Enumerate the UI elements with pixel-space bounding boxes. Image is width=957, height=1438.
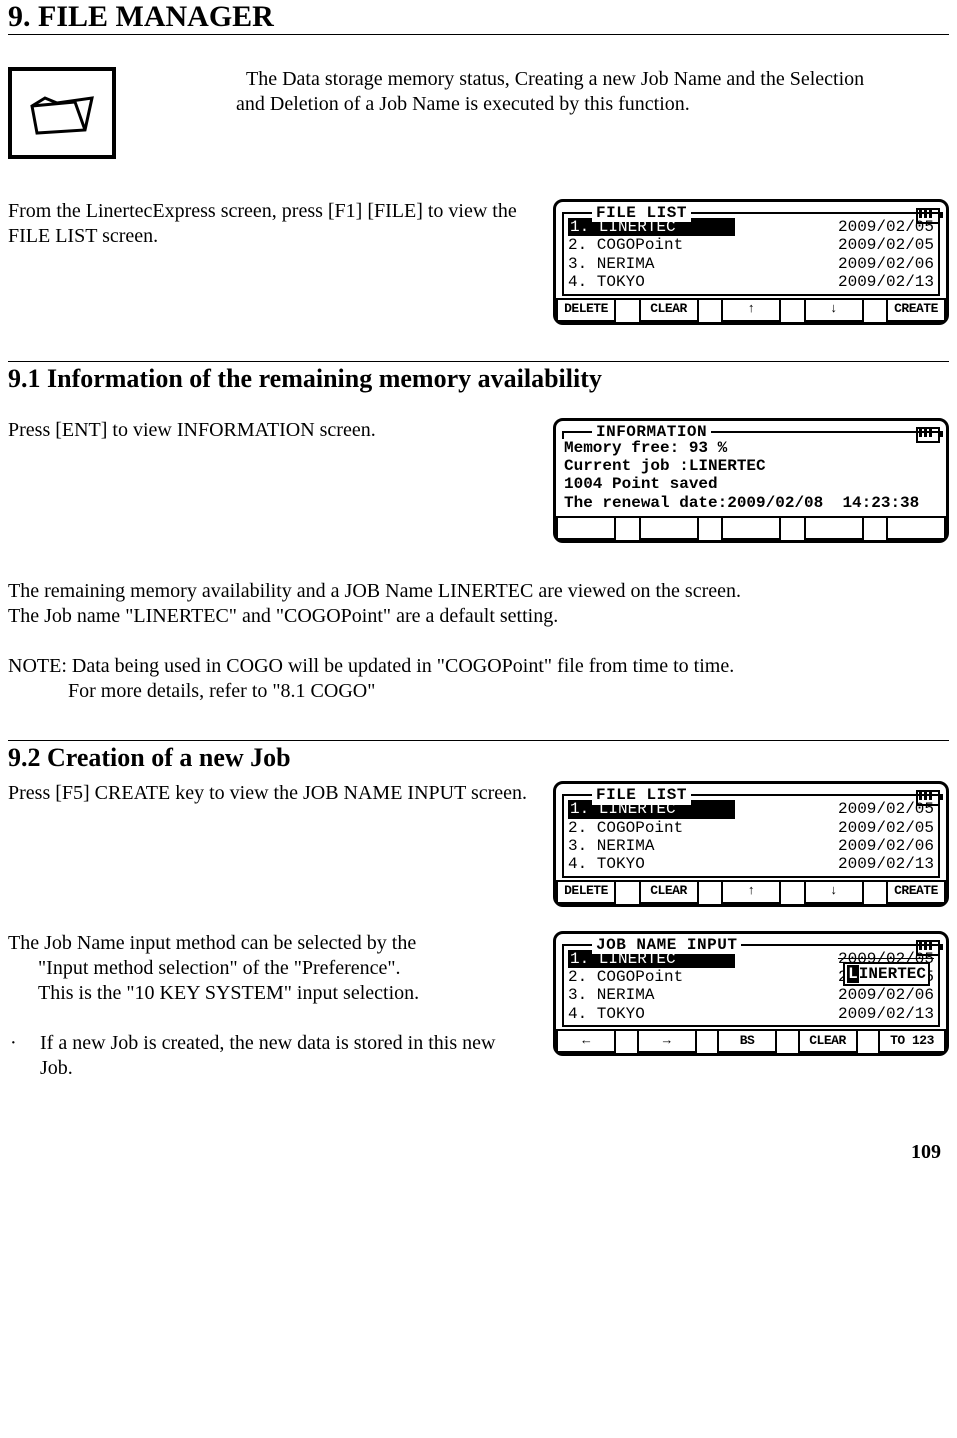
- para-input-method: The Job Name input method can be selecte…: [8, 931, 533, 1081]
- input-cursor-char: L: [847, 965, 859, 983]
- file-date: 2009/02/13: [838, 273, 934, 291]
- file-date: 2009/02/06: [838, 986, 934, 1004]
- lcd-file-list-2: FILE LIST 1. LINERTEC 2009/02/05 2. COGO…: [553, 781, 949, 907]
- softkey-blank[interactable]: [886, 518, 946, 540]
- file-date: 2009/02/06: [838, 255, 934, 273]
- left-button[interactable]: ←: [556, 1031, 616, 1053]
- text-line: The Job Name input method can be selecte…: [8, 931, 533, 956]
- clear-button[interactable]: CLEAR: [639, 300, 699, 322]
- file-name: 3. NERIMA: [568, 986, 654, 1004]
- softkey-row: DELETE CLEAR ↑ ↓ CREATE: [556, 880, 946, 904]
- intro-line-2: and Deletion of a Job Name is executed b…: [236, 92, 949, 117]
- intro-row: The Data storage memory status, Creating…: [8, 67, 949, 159]
- file-name: 3. NERIMA: [568, 837, 654, 855]
- to123-button[interactable]: TO 123: [878, 1031, 946, 1053]
- jobname-input[interactable]: LINERTEC: [843, 962, 930, 986]
- file-date: 2009/02/05: [838, 819, 934, 837]
- page-title: 9. FILE MANAGER: [8, 0, 949, 35]
- file-date: 2009/02/05: [838, 236, 934, 254]
- input-rest: INERTEC: [859, 965, 926, 983]
- up-button[interactable]: ↑: [721, 300, 781, 322]
- file-date: 2009/02/13: [838, 855, 934, 873]
- info-line: Current job :LINERTEC: [562, 457, 940, 475]
- create-button[interactable]: CREATE: [886, 300, 946, 322]
- para-information: Press [ENT] to view INFORMATION screen.: [8, 418, 533, 443]
- block-create-1: Press [F5] CREATE key to view the JOB NA…: [8, 781, 949, 907]
- lcd-job-name-input: JOB NAME INPUT 1. LINERTEC 2009/02/05 2.…: [553, 931, 949, 1057]
- info-line: Memory free: 93 %: [562, 439, 940, 457]
- bullet-item: · If a new Job is created, the new data …: [8, 1031, 533, 1081]
- file-name: 2. COGOPoint: [568, 819, 683, 837]
- text-line: "Input method selection" of the "Prefere…: [8, 956, 533, 981]
- down-button[interactable]: ↓: [804, 882, 864, 904]
- list-item[interactable]: 3. NERIMA 2009/02/06: [568, 837, 934, 855]
- file-name: 2. COGOPoint: [568, 236, 683, 254]
- lcd-title: FILE LIST: [592, 204, 691, 222]
- right-button[interactable]: →: [637, 1031, 697, 1053]
- bullet-text: If a new Job is created, the new data is…: [40, 1031, 533, 1081]
- file-date: 2009/02/05: [838, 800, 934, 818]
- list-item[interactable]: 3. NERIMA 2009/02/06: [568, 255, 934, 273]
- note-line: NOTE: Data being used in COGO will be up…: [8, 654, 949, 679]
- info-line: 1004 Point saved: [562, 475, 940, 493]
- softkey-blank[interactable]: [556, 518, 616, 540]
- file-name: 4. TOKYO: [568, 1005, 645, 1023]
- note-line: For more details, refer to "8.1 COGO": [8, 679, 949, 704]
- block-information: Press [ENT] to view INFORMATION screen. …: [8, 418, 949, 544]
- lcd-title: FILE LIST: [592, 786, 691, 804]
- softkey-row: [556, 516, 946, 540]
- lcd-file-list-1: FILE LIST 1. LINERTEC 2009/02/05 2. COGO…: [553, 199, 949, 325]
- text-line: The Job name "LINERTEC" and "COGOPoint" …: [8, 604, 949, 629]
- softkey-blank[interactable]: [721, 518, 781, 540]
- page-number: 109: [8, 1141, 949, 1164]
- file-name: 4. TOKYO: [568, 273, 645, 291]
- lcd-information: INFORMATION Memory free: 93 % Current jo…: [553, 418, 949, 544]
- folder-icon: [8, 67, 116, 159]
- list-item[interactable]: 4. TOKYO 2009/02/13: [568, 273, 934, 291]
- bullet-dot-icon: ·: [8, 1031, 40, 1081]
- up-button[interactable]: ↑: [721, 882, 781, 904]
- softkey-blank[interactable]: [804, 518, 864, 540]
- down-button[interactable]: ↓: [804, 300, 864, 322]
- text-line: The remaining memory availability and a …: [8, 579, 949, 604]
- softkey-row: DELETE CLEAR ↑ ↓ CREATE: [556, 298, 946, 322]
- clear-button[interactable]: CLEAR: [639, 882, 699, 904]
- delete-button[interactable]: DELETE: [556, 882, 616, 904]
- list-item[interactable]: 4. TOKYO 2009/02/13: [568, 1005, 934, 1023]
- block-filelist: From the LinertecExpress screen, press […: [8, 199, 949, 325]
- delete-button[interactable]: DELETE: [556, 300, 616, 322]
- para-create: Press [F5] CREATE key to view the JOB NA…: [8, 781, 533, 806]
- section-9-1-title: 9.1 Information of the remaining memory …: [8, 361, 949, 394]
- info-line: The renewal date:2009/02/08 14:23:38: [562, 494, 940, 512]
- file-date: 2009/02/13: [838, 1005, 934, 1023]
- list-item[interactable]: 4. TOKYO 2009/02/13: [568, 855, 934, 873]
- file-name: 4. TOKYO: [568, 855, 645, 873]
- lcd-title: JOB NAME INPUT: [592, 936, 741, 954]
- file-date: 2009/02/05: [838, 218, 934, 236]
- softkey-blank[interactable]: [639, 518, 699, 540]
- text-line: This is the "10 KEY SYSTEM" input select…: [8, 981, 533, 1006]
- para-memory-desc: The remaining memory availability and a …: [8, 579, 949, 704]
- para-filelist: From the LinertecExpress screen, press […: [8, 199, 533, 249]
- intro-text: The Data storage memory status, Creating…: [236, 67, 949, 117]
- create-button[interactable]: CREATE: [886, 882, 946, 904]
- file-name: 2. COGOPoint: [568, 968, 683, 986]
- list-item[interactable]: 3. NERIMA 2009/02/06: [568, 986, 934, 1004]
- bs-button[interactable]: BS: [717, 1031, 777, 1053]
- intro-line-1: The Data storage memory status, Creating…: [236, 67, 949, 92]
- file-date: 2009/02/06: [838, 837, 934, 855]
- softkey-row: ← → BS CLEAR TO 123: [556, 1029, 946, 1053]
- block-create-2: The Job Name input method can be selecte…: [8, 931, 949, 1081]
- clear-button[interactable]: CLEAR: [798, 1031, 858, 1053]
- list-item[interactable]: 2. COGOPoint 2009/02/05: [568, 236, 934, 254]
- file-name: 3. NERIMA: [568, 255, 654, 273]
- section-9-2-title: 9.2 Creation of a new Job: [8, 740, 949, 773]
- list-item[interactable]: 2. COGOPoint 2009/02/05: [568, 819, 934, 837]
